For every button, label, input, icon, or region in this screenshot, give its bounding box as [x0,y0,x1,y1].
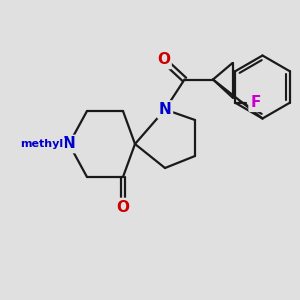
Text: N: N [63,136,75,152]
Text: O: O [157,52,170,68]
Text: O: O [116,200,130,214]
Text: N: N [159,102,171,117]
Text: methyl: methyl [20,139,64,149]
Text: F: F [250,95,260,110]
